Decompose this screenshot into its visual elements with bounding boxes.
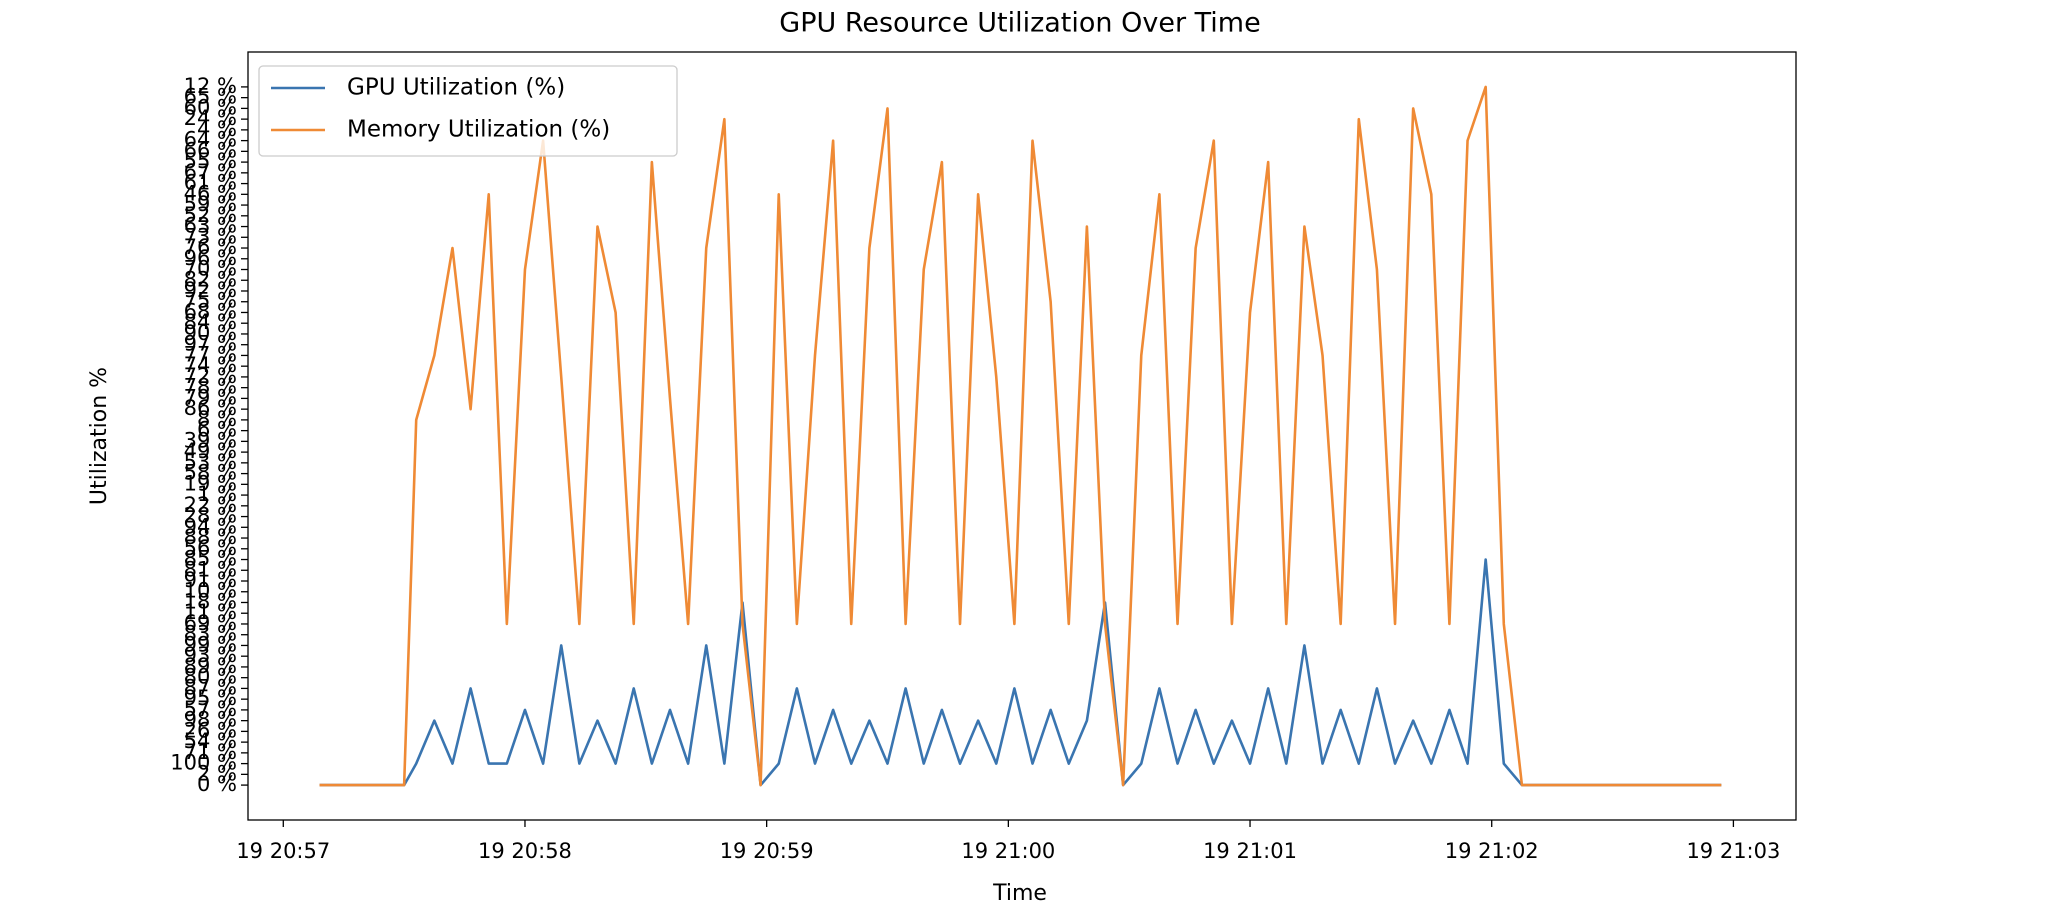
y-tick-label: 59 % (184, 192, 237, 216)
series-line (319, 558, 1722, 787)
y-tick-label: 6 % (197, 418, 237, 442)
y-tick-label: 93 % (184, 643, 237, 667)
y-tick-label: 61 % (184, 171, 237, 195)
y-tick-label: 8 % (197, 407, 237, 431)
y-tick-label: 72 % (184, 364, 237, 388)
y-tick-label: 10 % (184, 579, 237, 603)
y-tick-label: 71 % (184, 740, 237, 764)
y-tick-label: 82 % (184, 267, 237, 291)
y-tick-label: 55 % (184, 149, 237, 173)
x-tick-label: 19 21:02 (1445, 839, 1539, 863)
legend: GPU Utilization (%) Memory Utilization (%… (258, 65, 678, 157)
y-tick-label: 28 % (184, 504, 237, 528)
y-tick-label: 22 % (184, 493, 237, 517)
x-tick-label: 19 20:58 (478, 839, 572, 863)
y-tick-label: 75 % (184, 289, 237, 313)
y-tick-label: 19 % (184, 471, 237, 495)
axes-frame (247, 51, 1797, 821)
y-tick-label: 95 % (184, 686, 237, 710)
y-tick-label: 69 % (184, 611, 237, 635)
y-tick-label: 96 % (184, 246, 237, 270)
y-tick-label: 87 % (184, 675, 237, 699)
y-tick-label: 88 % (184, 525, 237, 549)
y-tick-label: 79 % (184, 385, 237, 409)
y-tick-label: 46 % (184, 181, 237, 205)
y-tick-label: 57 % (184, 697, 237, 721)
chart-title: GPU Resource Utilization Over Time (779, 8, 1260, 39)
x-tick-label: 19 20:59 (720, 839, 814, 863)
y-tick-label: 94 % (184, 514, 237, 538)
y-tick-label: 1 % (197, 482, 237, 506)
y-tick-label: 66 % (184, 138, 237, 162)
x-tick-label: 19 21:03 (1686, 839, 1780, 863)
y-tick-label: 78 % (184, 375, 237, 399)
x-axis-label: Time (992, 881, 1047, 906)
y-tick-label: 64 % (184, 128, 237, 152)
y-tick-label: 76 % (184, 235, 237, 259)
y-tick-label: 99 % (184, 632, 237, 656)
y-tick-label: 97 % (184, 332, 237, 356)
y-axis-label: Utilization % (87, 367, 112, 505)
y-tick-label: 90 % (184, 321, 237, 345)
y-tick-label: 68 % (184, 299, 237, 323)
y-tick-label: 65 % (184, 85, 237, 109)
y-tick-label: 67 % (184, 160, 237, 184)
series-line (319, 85, 1722, 787)
y-tick-label: 85 % (184, 547, 237, 571)
x-tick-label: 19 21:01 (1203, 839, 1297, 863)
y-tick-label: 100 % (170, 751, 237, 775)
y-tick-label: 0 % (197, 772, 237, 796)
y-tick-label: 54 % (184, 729, 237, 753)
y-tick-label: 70 % (184, 257, 237, 281)
y-tick-label: 89 % (184, 654, 237, 678)
y-tick-label: 91 % (184, 568, 237, 592)
y-tick-label: 53 % (184, 450, 237, 474)
y-tick-label: 2 % (197, 761, 237, 785)
y-tick-label: 60 % (184, 95, 237, 119)
x-tick-label: 19 21:00 (961, 839, 1055, 863)
y-tick-label: 56 % (184, 536, 237, 560)
legend-label: Memory Utilization (%) (347, 117, 610, 143)
y-tick-label: 4 % (197, 117, 237, 141)
plot-area (319, 85, 1722, 787)
y-tick-label: 98 % (184, 708, 237, 732)
y-tick-label: 49 % (184, 439, 237, 463)
y-tick-label: 24 % (184, 106, 237, 130)
y-tick-label: 39 % (184, 428, 237, 452)
x-tick-label: 19 20:57 (236, 839, 330, 863)
y-tick-label: 86 % (184, 396, 237, 420)
y-tick-label: 12 % (184, 74, 237, 98)
y-tick-label: 84 % (184, 310, 237, 334)
y-tick-label: 26 % (184, 718, 237, 742)
y-tick-label: 77 % (184, 342, 237, 366)
y-tick-label: 11 % (184, 600, 237, 624)
y-tick-label: 92 % (184, 278, 237, 302)
y-tick-label: 80 % (184, 665, 237, 689)
legend-label: GPU Utilization (%) (347, 75, 565, 101)
y-tick-label: 18 % (184, 589, 237, 613)
y-tick-label: 83 % (184, 622, 237, 646)
y-tick-label: 52 % (184, 203, 237, 227)
y-tick-label: 81 % (184, 557, 237, 581)
y-tick-label: 74 % (184, 353, 237, 377)
y-tick-label: 58 % (184, 461, 237, 485)
y-tick-label: 63 % (184, 214, 237, 238)
y-tick-label: 73 % (184, 224, 237, 248)
legend-box (258, 65, 678, 157)
